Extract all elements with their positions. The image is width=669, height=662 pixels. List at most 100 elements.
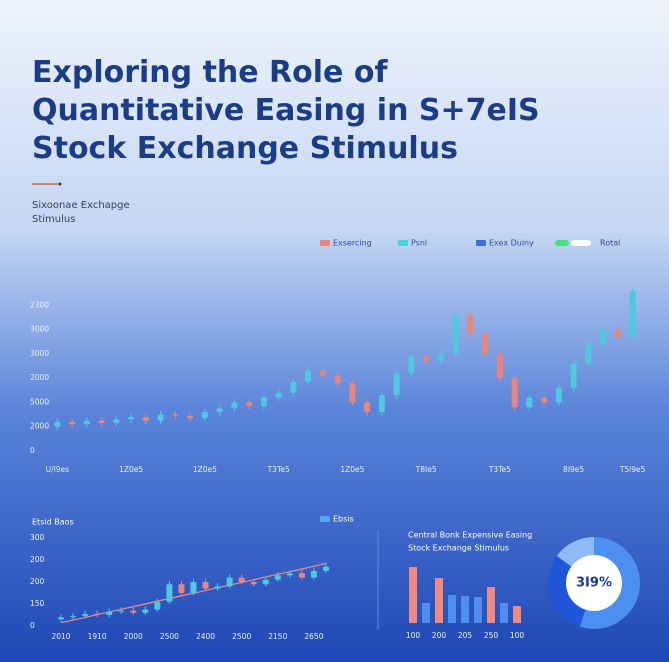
y-tick-label: 3000 <box>30 325 49 334</box>
x-tick-label: 2650 <box>304 632 323 641</box>
candle-body <box>118 610 125 612</box>
candle-body <box>260 397 267 407</box>
candle-body <box>600 329 607 345</box>
candle-body <box>310 571 317 578</box>
x-tick-label: 100 <box>510 631 525 640</box>
x-tick-label: T8Ie5 <box>415 465 437 474</box>
x-tick-label: 2500 <box>160 632 179 641</box>
chart-title: Etsid Baos <box>32 518 74 527</box>
donut-segment <box>548 555 586 627</box>
y-tick-label: 0 <box>30 621 35 630</box>
candle-body <box>172 414 179 416</box>
bar <box>487 587 495 623</box>
candle-body <box>511 378 518 408</box>
candle-body <box>585 344 592 364</box>
candle-body <box>106 611 113 615</box>
x-tick-label: 100 <box>406 631 421 640</box>
candle-body <box>555 387 562 403</box>
legend-swatch <box>320 240 330 246</box>
legend-label: Exsercing <box>333 239 372 248</box>
x-tick-label: 1910 <box>88 632 107 641</box>
candle-body <box>286 573 293 576</box>
bar <box>461 596 469 623</box>
donut-segment <box>556 537 594 567</box>
candle-body <box>378 395 385 413</box>
x-tick-label: U/l9es <box>46 465 69 474</box>
candle-body <box>187 415 194 419</box>
candle-body <box>290 381 297 393</box>
candle-body <box>349 383 356 403</box>
y-tick-label: 200 <box>30 555 45 564</box>
legend-swatch <box>555 240 569 246</box>
donut-hole <box>566 555 622 611</box>
candle-body <box>467 315 474 335</box>
legend-label: Exex Dulny <box>489 239 534 248</box>
candle-body <box>70 616 77 618</box>
x-tick-label: 1Z0e5 <box>193 465 217 474</box>
subtitle: Sixoonae Exchapge <box>32 200 130 211</box>
bar <box>435 578 443 623</box>
candle-body <box>262 579 269 585</box>
title-line: Quantitative Easing in S+7eIS <box>32 93 540 128</box>
bar <box>422 603 430 623</box>
candle-body <box>437 353 444 362</box>
candle-body <box>298 573 305 578</box>
x-tick-label: 2500 <box>232 632 251 641</box>
candle-body <box>201 412 208 419</box>
candle-body <box>94 613 101 615</box>
x-tick-label: 250 <box>484 631 499 640</box>
candle-body <box>305 370 312 382</box>
legend-label: Ebsis <box>333 515 354 524</box>
candle-body <box>69 421 76 425</box>
bar <box>409 567 417 623</box>
candle-body <box>154 601 161 610</box>
candle-body <box>128 417 135 420</box>
x-tick-label: 8I9e5 <box>563 465 584 474</box>
candle-body <box>364 402 371 413</box>
candle-body <box>142 417 149 421</box>
x-tick-label: 1Z0e5 <box>340 465 364 474</box>
candle-body <box>319 370 326 376</box>
x-tick-label: 2000 <box>124 632 143 641</box>
bar <box>474 597 482 623</box>
candle-body <box>82 613 89 617</box>
candle-body <box>423 356 430 362</box>
candle-body <box>142 609 149 613</box>
y-tick-label: 150 <box>30 599 45 608</box>
candle-body <box>202 582 209 589</box>
y-tick-label: 0 <box>30 446 35 455</box>
candle-body <box>157 414 164 421</box>
y-tick-label: 2000 <box>30 373 49 382</box>
candle-body <box>214 586 221 589</box>
candle-body <box>178 584 185 593</box>
candle-body <box>54 421 61 427</box>
candle-body <box>238 577 245 582</box>
x-tick-label: 205 <box>458 631 473 640</box>
candle-body <box>190 582 197 593</box>
candle-body <box>246 402 253 407</box>
candle-body <box>275 392 282 398</box>
legend-label: Rotal <box>600 239 620 248</box>
candle-body <box>250 582 257 585</box>
candle-body <box>322 566 329 571</box>
candle-body <box>216 408 223 413</box>
candle-body <box>570 363 577 388</box>
candle-body <box>166 584 173 602</box>
candle-body <box>629 290 636 337</box>
x-tick-label: 200 <box>432 631 447 640</box>
legend-swatch <box>398 240 408 246</box>
subtitle: Stimulus <box>32 214 75 225</box>
candle-body <box>482 334 489 354</box>
candle-body <box>58 617 65 620</box>
y-tick-label: 2000 <box>30 422 49 431</box>
candle-body <box>113 419 120 424</box>
x-tick-label: T3Te5 <box>267 465 290 474</box>
chart-title: Central Bonk Expensive Easing <box>408 531 532 540</box>
x-tick-label: 1Z0e5 <box>119 465 143 474</box>
candle-body <box>408 356 415 374</box>
title-line: Exploring the Role of <box>32 55 388 90</box>
legend-swatch <box>320 516 330 522</box>
bar <box>448 595 456 623</box>
